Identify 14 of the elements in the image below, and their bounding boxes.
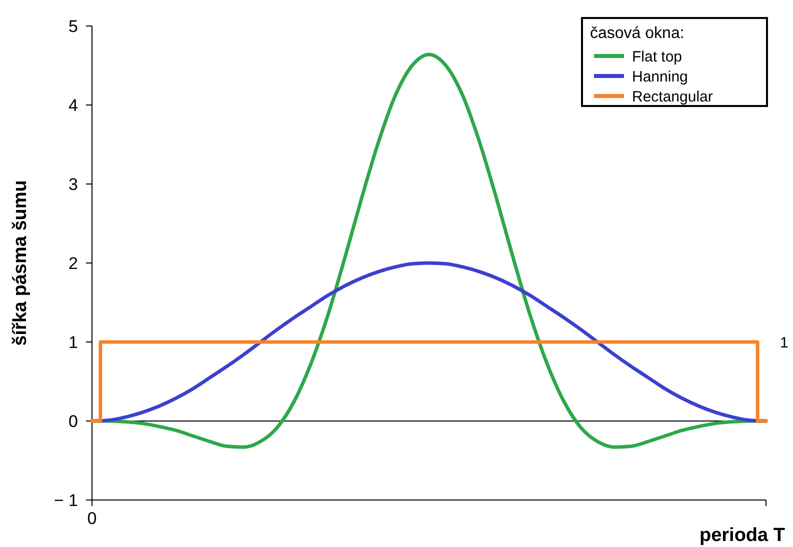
legend-label: Flat top bbox=[632, 48, 682, 66]
y-tick-label: 1 bbox=[68, 332, 78, 352]
x-axis-title: perioda T bbox=[699, 525, 786, 546]
y-tick-label: − 1 bbox=[54, 490, 78, 510]
y-tick-label: 3 bbox=[68, 174, 78, 194]
y-tick-label: 4 bbox=[68, 96, 78, 115]
y-tick-label: 2 bbox=[68, 254, 78, 273]
y-axis-title: šířka pásma šumu bbox=[10, 180, 31, 346]
legend-label: Rectangular bbox=[632, 88, 713, 106]
text: 1 bbox=[780, 334, 788, 352]
y-tick-label: 0 bbox=[68, 412, 78, 431]
legend-label: Hanning bbox=[632, 68, 688, 86]
y-tick-label: 5 bbox=[68, 16, 78, 36]
legend-title: časová okna: bbox=[590, 25, 684, 42]
